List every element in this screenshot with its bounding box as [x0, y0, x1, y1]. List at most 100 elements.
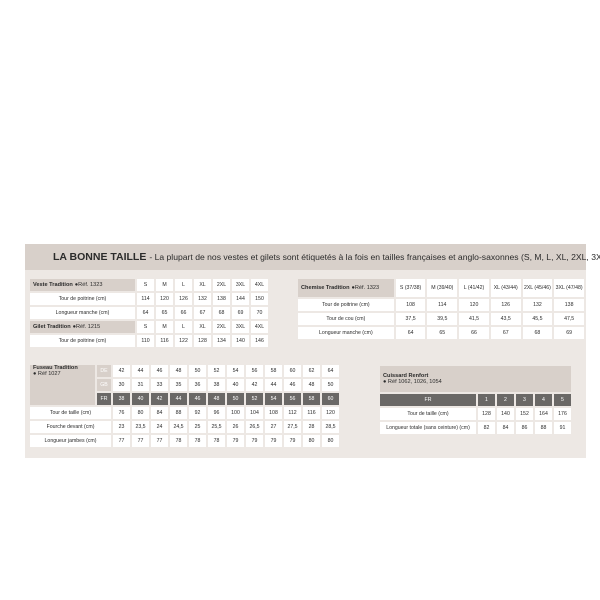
size-header: L [175, 279, 192, 291]
table-cell: 84 [497, 422, 514, 434]
table-cell: 79 [284, 435, 301, 447]
table-cell: 78 [208, 435, 225, 447]
size-header: L (41/42) [459, 279, 489, 297]
size-code-row: Fuseau Tradition ● Réf 1027 DE 42 44 46 48 50 52… [30, 365, 339, 405]
size-header: XL [194, 321, 211, 333]
table-row: Tour de poitrine (cm) 108 114 120 126 132 138 [298, 299, 584, 311]
table-cell: 43,5 [490, 313, 521, 325]
table-cell: 140 [232, 335, 249, 347]
size-value: 40 [227, 379, 244, 391]
chart-subtitle: - La plupart de nos vestes et gilets son… [149, 252, 600, 262]
size-header-row: Gilet Tradition ●Réf. 1215 S M L XL 2XL 3XL 4XL [30, 321, 268, 333]
table-cell: 120 [459, 299, 489, 311]
table-cell: 69 [554, 327, 584, 339]
table-cell: 77 [132, 435, 149, 447]
table-cell: 100 [227, 407, 244, 419]
table-row: Tour de cou (cm) 37,5 39,5 41,5 43,5 45,5 47,5 [298, 313, 584, 325]
size-value: 38 [113, 393, 130, 405]
row-label: Longueur totale (sans ceinture) (cm) [380, 422, 476, 434]
table-row: Longueur manche (cm) 64 65 66 67 68 69 [298, 327, 584, 339]
size-value: 60 [322, 393, 339, 405]
table-cell: 108 [395, 299, 426, 311]
size-header: M [156, 279, 173, 291]
size-value: 42 [151, 393, 168, 405]
size-header: M (39/40) [427, 279, 458, 297]
table-cell: 66 [175, 307, 192, 319]
table-cell: 24 [151, 421, 168, 433]
size-header: 4XL [251, 321, 268, 333]
table-cell: 69 [232, 307, 249, 319]
table-cell: 80 [322, 435, 339, 447]
table-cell: 65 [156, 307, 173, 319]
table-cell: 78 [170, 435, 187, 447]
table-cell: 164 [535, 408, 552, 420]
table-cell: 112 [284, 407, 301, 419]
size-header: 1 [478, 394, 495, 406]
size-header: S (37/38) [395, 279, 426, 297]
product-ref: ●Réf. 1323 [351, 285, 380, 291]
size-value: 46 [151, 365, 168, 377]
table-row: Tour de poitrine (cm) 114 120 126 132 138 144 1… [30, 293, 268, 305]
size-value: 38 [208, 379, 225, 391]
row-label: Tour de poitrine (cm) [298, 299, 394, 311]
product-name: Gilet Tradition [33, 324, 71, 330]
row-label: Longueur manche (cm) [298, 327, 394, 339]
size-chart-panel: LA BONNE TAILLE - La plupart de nos vest… [25, 244, 600, 458]
chart-header: LA BONNE TAILLE - La plupart de nos vest… [25, 244, 600, 270]
table-cell: 110 [137, 335, 154, 347]
table-cell: 76 [113, 407, 130, 419]
size-value: 44 [170, 393, 187, 405]
table-cell: 104 [246, 407, 263, 419]
table-cell: 128 [478, 408, 495, 420]
table-cell: 138 [213, 293, 230, 305]
table-cell: 80 [303, 435, 320, 447]
size-header: 3 [516, 394, 533, 406]
table-cell: 41,5 [459, 313, 489, 325]
table-cell: 132 [522, 299, 553, 311]
row-label: Longueur manche (cm) [30, 307, 135, 319]
size-value: 58 [265, 365, 282, 377]
size-header: M [156, 321, 173, 333]
size-value: 58 [303, 393, 320, 405]
size-value: 46 [189, 393, 206, 405]
size-header-row: Chemise Tradition ●Réf. 1323 S (37/38) M (3… [298, 279, 584, 297]
fuseau-name-cell: Fuseau Tradition ● Réf 1027 [30, 365, 95, 405]
table-cell: 176 [554, 408, 571, 420]
table-cell: 80 [132, 407, 149, 419]
size-value: 56 [284, 393, 301, 405]
product-name: Chemise Tradition [301, 285, 350, 291]
fuseau-table: Fuseau Tradition ● Réf 1027 DE 42 44 46 48 50 52… [28, 363, 341, 449]
table-cell: 64 [395, 327, 426, 339]
table-cell: 92 [189, 407, 206, 419]
size-system-label: FR [380, 394, 476, 406]
table-cell: 134 [213, 335, 230, 347]
gilet-name-cell: Gilet Tradition ●Réf. 1215 [30, 321, 135, 333]
size-value: 50 [227, 393, 244, 405]
table-cell: 24,5 [170, 421, 187, 433]
table-cell: 126 [175, 293, 192, 305]
table-row: Longueur manche (cm) 64 65 66 67 68 69 70 [30, 307, 268, 319]
size-value: 52 [208, 365, 225, 377]
table-cell: 37,5 [395, 313, 426, 325]
table-cell: 88 [170, 407, 187, 419]
size-value: 60 [284, 365, 301, 377]
size-value: 44 [265, 379, 282, 391]
size-value: 50 [322, 379, 339, 391]
table-cell: 86 [516, 422, 533, 434]
table-cell: 39,5 [427, 313, 458, 325]
product-ref: ●Réf. 1215 [72, 324, 101, 330]
table-cell: 68 [213, 307, 230, 319]
table-cell: 120 [322, 407, 339, 419]
size-header-row: FR 1 2 3 4 5 [380, 394, 571, 406]
row-label: Tour de poitrine (cm) [30, 293, 135, 305]
veste-table: Veste Tradition ●Réf. 1323 S M L XL 2XL 3XL 4XL T… [28, 277, 270, 349]
size-value: 35 [170, 379, 187, 391]
table-cell: 88 [535, 422, 552, 434]
veste-name-cell: Veste Tradition ●Réf. 1323 [30, 279, 135, 291]
table-cell: 78 [189, 435, 206, 447]
size-system-label: DE [97, 365, 111, 377]
table-cell: 152 [516, 408, 533, 420]
table-cell: 66 [459, 327, 489, 339]
row-label: Tour de cou (cm) [298, 313, 394, 325]
table-cell: 65 [427, 327, 458, 339]
